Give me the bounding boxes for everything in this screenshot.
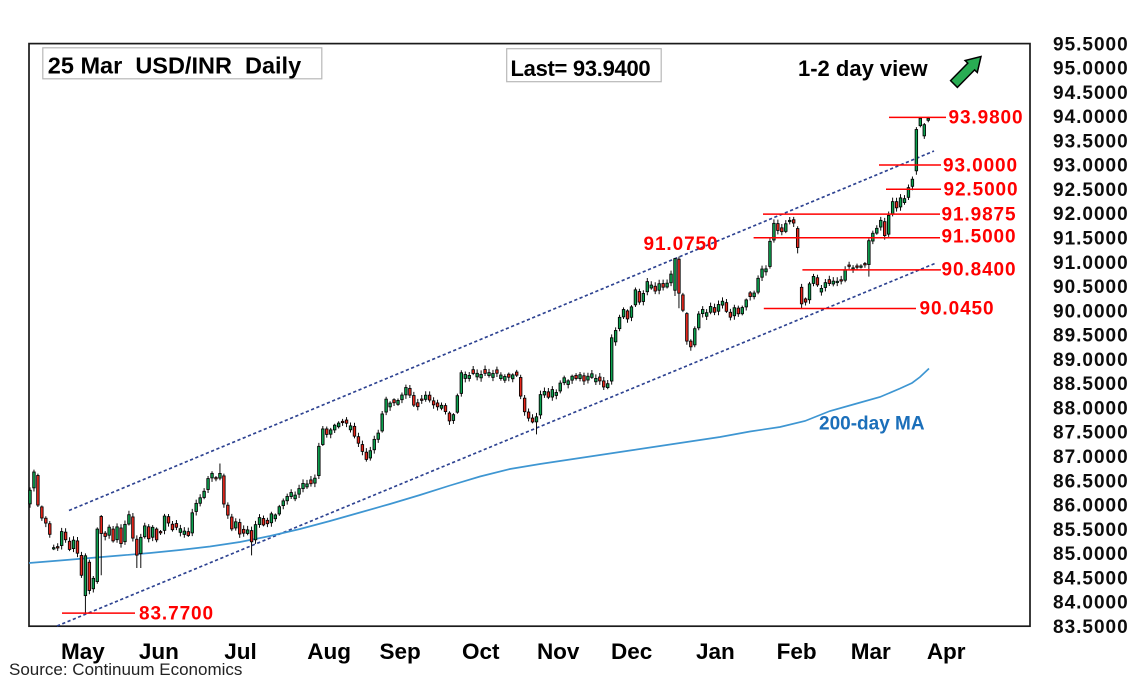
- svg-text:84.5000: 84.5000: [1053, 568, 1129, 589]
- svg-text:88.5000: 88.5000: [1053, 374, 1129, 395]
- svg-text:Oct: Oct: [462, 639, 500, 664]
- svg-text:25 Mar USD/INR Daily: 25 Mar USD/INR Daily: [48, 53, 301, 79]
- svg-text:93.0000: 93.0000: [1053, 156, 1129, 177]
- svg-text:90.5000: 90.5000: [1053, 277, 1129, 298]
- svg-text:Aug: Aug: [307, 639, 351, 664]
- svg-text:90.0000: 90.0000: [1053, 301, 1129, 322]
- svg-text:87.0000: 87.0000: [1053, 447, 1129, 468]
- svg-text:Source: Continuum Economics: Source: Continuum Economics: [9, 660, 242, 679]
- svg-text:83.7700: 83.7700: [139, 604, 214, 625]
- svg-text:Jul: Jul: [224, 639, 257, 664]
- svg-text:93.5000: 93.5000: [1053, 131, 1129, 152]
- svg-text:91.0750: 91.0750: [644, 234, 719, 255]
- svg-text:85.5000: 85.5000: [1053, 520, 1129, 541]
- svg-text:Mar: Mar: [851, 639, 891, 664]
- svg-text:85.0000: 85.0000: [1053, 544, 1129, 565]
- svg-text:86.0000: 86.0000: [1053, 496, 1129, 517]
- svg-text:90.8400: 90.8400: [942, 259, 1017, 280]
- svg-text:Last= 93.9400: Last= 93.9400: [511, 56, 651, 81]
- svg-text:91.0000: 91.0000: [1053, 253, 1129, 274]
- svg-text:88.0000: 88.0000: [1053, 398, 1129, 419]
- svg-text:91.5000: 91.5000: [942, 227, 1017, 248]
- svg-text:Feb: Feb: [777, 639, 817, 664]
- svg-text:Dec: Dec: [611, 639, 652, 664]
- svg-text:83.5000: 83.5000: [1053, 617, 1129, 638]
- svg-text:92.5000: 92.5000: [944, 180, 1019, 201]
- svg-text:Jun: Jun: [139, 639, 179, 664]
- svg-text:91.9875: 91.9875: [942, 204, 1017, 225]
- svg-text:95.0000: 95.0000: [1053, 59, 1129, 80]
- svg-text:Apr: Apr: [927, 639, 966, 664]
- svg-text:92.5000: 92.5000: [1053, 180, 1129, 201]
- svg-text:95.5000: 95.5000: [1053, 34, 1129, 55]
- svg-text:89.0000: 89.0000: [1053, 350, 1129, 371]
- svg-text:90.0450: 90.0450: [920, 299, 995, 320]
- svg-text:89.5000: 89.5000: [1053, 326, 1129, 347]
- svg-text:200-day MA: 200-day MA: [819, 414, 925, 435]
- svg-text:Sep: Sep: [379, 639, 420, 664]
- svg-text:91.5000: 91.5000: [1053, 229, 1129, 250]
- svg-text:93.0000: 93.0000: [943, 155, 1018, 176]
- svg-text:86.5000: 86.5000: [1053, 471, 1129, 492]
- svg-text:94.5000: 94.5000: [1053, 83, 1129, 104]
- svg-text:Nov: Nov: [537, 639, 580, 664]
- svg-text:94.0000: 94.0000: [1053, 107, 1129, 128]
- svg-text:May: May: [61, 639, 105, 664]
- svg-text:93.9800: 93.9800: [949, 108, 1024, 129]
- svg-text:Jan: Jan: [696, 639, 735, 664]
- svg-text:92.0000: 92.0000: [1053, 204, 1129, 225]
- svg-text:84.0000: 84.0000: [1053, 593, 1129, 614]
- svg-text:1-2 day view: 1-2 day view: [798, 56, 929, 81]
- svg-text:87.5000: 87.5000: [1053, 423, 1129, 444]
